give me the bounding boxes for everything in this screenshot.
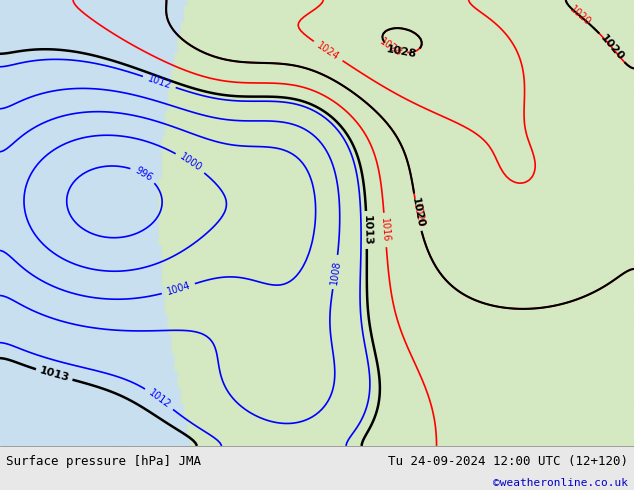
Text: 1016: 1016 [379, 218, 391, 243]
Text: 1020: 1020 [410, 196, 425, 228]
Text: 1013: 1013 [361, 215, 372, 245]
Text: 1012: 1012 [146, 388, 172, 410]
Text: 1024: 1024 [315, 40, 341, 62]
Text: 1028: 1028 [378, 37, 404, 59]
Text: 1020: 1020 [598, 33, 626, 63]
Text: Tu 24-09-2024 12:00 UTC (12+120): Tu 24-09-2024 12:00 UTC (12+120) [387, 455, 628, 468]
Text: 1020: 1020 [567, 4, 592, 27]
Text: 1012: 1012 [146, 73, 172, 91]
Text: ©weatheronline.co.uk: ©weatheronline.co.uk [493, 478, 628, 489]
Text: 1004: 1004 [165, 280, 191, 297]
Text: 1000: 1000 [178, 152, 204, 173]
Text: 1028: 1028 [385, 44, 418, 59]
Text: 996: 996 [133, 165, 154, 183]
Text: Surface pressure [hPa] JMA: Surface pressure [hPa] JMA [6, 455, 202, 468]
Text: 1013: 1013 [38, 366, 70, 384]
Text: 1008: 1008 [328, 259, 342, 285]
Text: 1020: 1020 [411, 203, 425, 229]
